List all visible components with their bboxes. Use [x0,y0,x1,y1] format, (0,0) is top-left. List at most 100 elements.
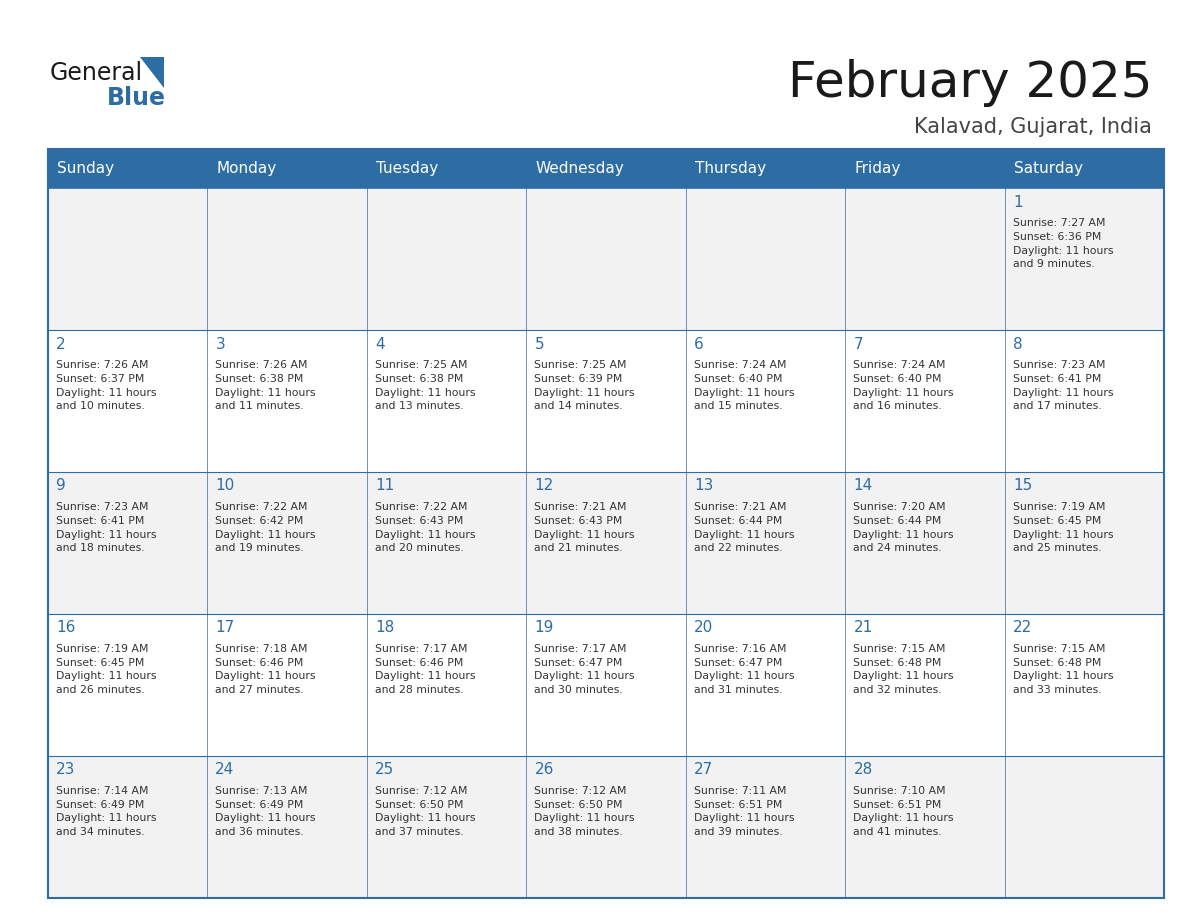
Text: February 2025: February 2025 [788,59,1152,106]
Text: Sunrise: 7:18 AM
Sunset: 6:46 PM
Daylight: 11 hours
and 27 minutes.: Sunrise: 7:18 AM Sunset: 6:46 PM Dayligh… [215,644,316,695]
Text: Sunrise: 7:19 AM
Sunset: 6:45 PM
Daylight: 11 hours
and 25 minutes.: Sunrise: 7:19 AM Sunset: 6:45 PM Dayligh… [1013,502,1113,554]
Bar [48,756,207,898]
Text: 18: 18 [375,621,394,635]
Text: 28: 28 [853,762,873,778]
Text: Sunrise: 7:15 AM
Sunset: 6:48 PM
Daylight: 11 hours
and 32 minutes.: Sunrise: 7:15 AM Sunset: 6:48 PM Dayligh… [853,644,954,695]
Text: 2: 2 [56,337,65,352]
Text: Thursday: Thursday [695,161,766,176]
Text: 27: 27 [694,762,713,778]
Bar [367,472,526,614]
Bar [685,330,845,472]
Bar [685,472,845,614]
Text: Sunday: Sunday [57,161,114,176]
Bar [207,188,367,330]
Text: Sunrise: 7:24 AM
Sunset: 6:40 PM
Daylight: 11 hours
and 16 minutes.: Sunrise: 7:24 AM Sunset: 6:40 PM Dayligh… [853,361,954,411]
Bar [207,756,367,898]
Bar [1005,188,1164,330]
Bar [845,188,1005,330]
Text: 17: 17 [215,621,234,635]
Text: 9: 9 [56,478,65,494]
Bar [685,756,845,898]
Bar [48,472,207,614]
Bar [526,756,685,898]
Text: Sunrise: 7:22 AM
Sunset: 6:42 PM
Daylight: 11 hours
and 19 minutes.: Sunrise: 7:22 AM Sunset: 6:42 PM Dayligh… [215,502,316,554]
Bar [685,188,845,330]
Text: Sunrise: 7:20 AM
Sunset: 6:44 PM
Daylight: 11 hours
and 24 minutes.: Sunrise: 7:20 AM Sunset: 6:44 PM Dayligh… [853,502,954,554]
Text: Sunrise: 7:27 AM
Sunset: 6:36 PM
Daylight: 11 hours
and 9 minutes.: Sunrise: 7:27 AM Sunset: 6:36 PM Dayligh… [1013,218,1113,269]
Text: Sunrise: 7:22 AM
Sunset: 6:43 PM
Daylight: 11 hours
and 20 minutes.: Sunrise: 7:22 AM Sunset: 6:43 PM Dayligh… [375,502,475,554]
Text: Sunrise: 7:17 AM
Sunset: 6:47 PM
Daylight: 11 hours
and 30 minutes.: Sunrise: 7:17 AM Sunset: 6:47 PM Dayligh… [535,644,634,695]
Text: 6: 6 [694,337,703,352]
Bar [207,330,367,472]
Text: 24: 24 [215,762,234,778]
Text: Kalavad, Gujarat, India: Kalavad, Gujarat, India [915,117,1152,137]
Text: 23: 23 [56,762,75,778]
Bar [526,614,685,756]
Text: 1: 1 [1013,195,1023,209]
Bar [48,149,1164,898]
Text: Sunrise: 7:21 AM
Sunset: 6:43 PM
Daylight: 11 hours
and 21 minutes.: Sunrise: 7:21 AM Sunset: 6:43 PM Dayligh… [535,502,634,554]
Text: Sunrise: 7:17 AM
Sunset: 6:46 PM
Daylight: 11 hours
and 28 minutes.: Sunrise: 7:17 AM Sunset: 6:46 PM Dayligh… [375,644,475,695]
Text: Sunrise: 7:12 AM
Sunset: 6:50 PM
Daylight: 11 hours
and 38 minutes.: Sunrise: 7:12 AM Sunset: 6:50 PM Dayligh… [535,786,634,837]
Text: 19: 19 [535,621,554,635]
Bar [1005,614,1164,756]
Bar [1005,330,1164,472]
Text: 7: 7 [853,337,864,352]
Text: General: General [50,62,143,85]
Text: 20: 20 [694,621,713,635]
Text: 16: 16 [56,621,75,635]
Text: 11: 11 [375,478,394,494]
Text: Blue: Blue [107,86,166,110]
Text: Sunrise: 7:26 AM
Sunset: 6:38 PM
Daylight: 11 hours
and 11 minutes.: Sunrise: 7:26 AM Sunset: 6:38 PM Dayligh… [215,361,316,411]
Text: Sunrise: 7:23 AM
Sunset: 6:41 PM
Daylight: 11 hours
and 18 minutes.: Sunrise: 7:23 AM Sunset: 6:41 PM Dayligh… [56,502,157,554]
Text: Sunrise: 7:24 AM
Sunset: 6:40 PM
Daylight: 11 hours
and 15 minutes.: Sunrise: 7:24 AM Sunset: 6:40 PM Dayligh… [694,361,795,411]
Text: 13: 13 [694,478,713,494]
Text: Sunrise: 7:25 AM
Sunset: 6:39 PM
Daylight: 11 hours
and 14 minutes.: Sunrise: 7:25 AM Sunset: 6:39 PM Dayligh… [535,361,634,411]
Bar [367,614,526,756]
Bar [845,472,1005,614]
Bar [207,472,367,614]
Bar [367,330,526,472]
Bar [526,330,685,472]
Text: Sunrise: 7:19 AM
Sunset: 6:45 PM
Daylight: 11 hours
and 26 minutes.: Sunrise: 7:19 AM Sunset: 6:45 PM Dayligh… [56,644,157,695]
Text: 25: 25 [375,762,394,778]
Text: 10: 10 [215,478,234,494]
Bar [526,188,685,330]
Text: Sunrise: 7:11 AM
Sunset: 6:51 PM
Daylight: 11 hours
and 39 minutes.: Sunrise: 7:11 AM Sunset: 6:51 PM Dayligh… [694,786,795,837]
Text: Sunrise: 7:21 AM
Sunset: 6:44 PM
Daylight: 11 hours
and 22 minutes.: Sunrise: 7:21 AM Sunset: 6:44 PM Dayligh… [694,502,795,554]
Text: 8: 8 [1013,337,1023,352]
Text: Sunrise: 7:16 AM
Sunset: 6:47 PM
Daylight: 11 hours
and 31 minutes.: Sunrise: 7:16 AM Sunset: 6:47 PM Dayligh… [694,644,795,695]
Bar [48,330,207,472]
Text: Sunrise: 7:14 AM
Sunset: 6:49 PM
Daylight: 11 hours
and 34 minutes.: Sunrise: 7:14 AM Sunset: 6:49 PM Dayligh… [56,786,157,837]
Polygon shape [140,57,164,88]
Bar [48,614,207,756]
Text: Sunrise: 7:23 AM
Sunset: 6:41 PM
Daylight: 11 hours
and 17 minutes.: Sunrise: 7:23 AM Sunset: 6:41 PM Dayligh… [1013,361,1113,411]
Bar [845,614,1005,756]
Bar [48,149,1164,188]
Text: Sunrise: 7:26 AM
Sunset: 6:37 PM
Daylight: 11 hours
and 10 minutes.: Sunrise: 7:26 AM Sunset: 6:37 PM Dayligh… [56,361,157,411]
Text: Sunrise: 7:13 AM
Sunset: 6:49 PM
Daylight: 11 hours
and 36 minutes.: Sunrise: 7:13 AM Sunset: 6:49 PM Dayligh… [215,786,316,837]
Text: Monday: Monday [216,161,277,176]
Bar [367,756,526,898]
Text: Sunrise: 7:12 AM
Sunset: 6:50 PM
Daylight: 11 hours
and 37 minutes.: Sunrise: 7:12 AM Sunset: 6:50 PM Dayligh… [375,786,475,837]
Text: 26: 26 [535,762,554,778]
Bar [845,330,1005,472]
Text: Saturday: Saturday [1015,161,1083,176]
Text: 15: 15 [1013,478,1032,494]
Text: 14: 14 [853,478,873,494]
Text: Sunrise: 7:15 AM
Sunset: 6:48 PM
Daylight: 11 hours
and 33 minutes.: Sunrise: 7:15 AM Sunset: 6:48 PM Dayligh… [1013,644,1113,695]
Bar [526,472,685,614]
Text: Tuesday: Tuesday [377,161,438,176]
Bar [207,614,367,756]
Text: 21: 21 [853,621,873,635]
Bar [685,614,845,756]
Bar [845,756,1005,898]
Text: Friday: Friday [854,161,901,176]
Text: 12: 12 [535,478,554,494]
Text: 3: 3 [215,337,225,352]
Bar [1005,472,1164,614]
Bar [1005,756,1164,898]
Text: Sunrise: 7:25 AM
Sunset: 6:38 PM
Daylight: 11 hours
and 13 minutes.: Sunrise: 7:25 AM Sunset: 6:38 PM Dayligh… [375,361,475,411]
Bar [367,188,526,330]
Text: 22: 22 [1013,621,1032,635]
